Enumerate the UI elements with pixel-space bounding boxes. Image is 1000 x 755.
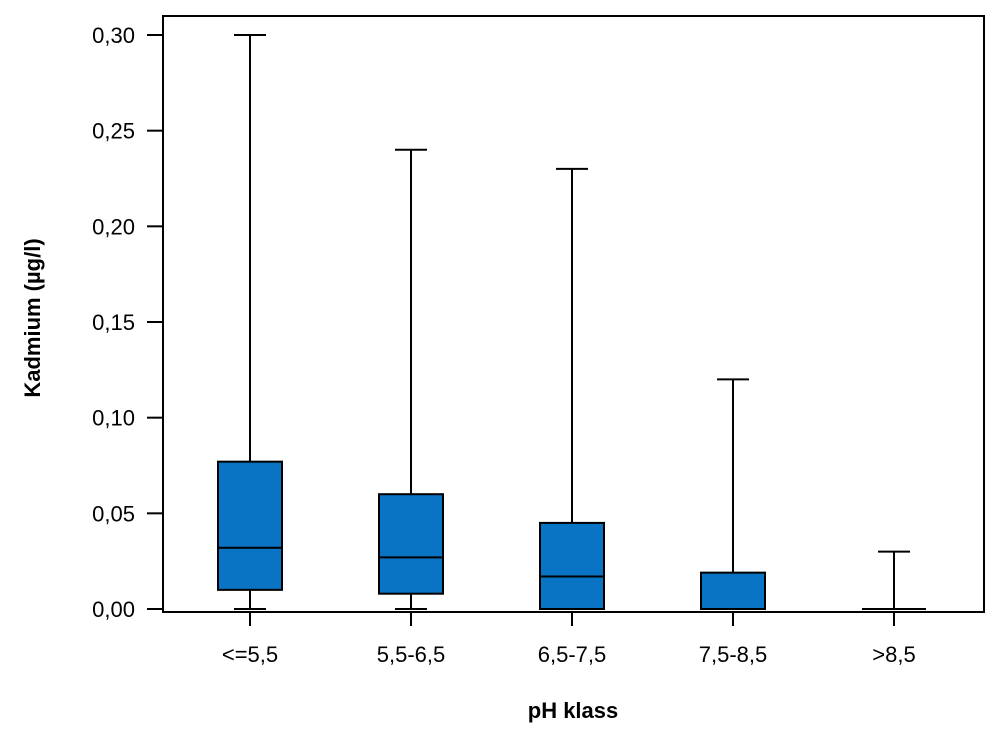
iqr-box: [378, 493, 444, 595]
x-tick-label: <=5,5: [222, 642, 278, 667]
y-axis-title: Kadmium (µg/l): [20, 238, 45, 397]
y-tick-label: 0,15: [92, 310, 135, 335]
x-tick-label: 5,5-6,5: [377, 642, 446, 667]
box-3: [539, 167, 605, 611]
y-tick-label: 0,10: [92, 406, 135, 431]
x-tick-label: 6,5-7,5: [538, 642, 607, 667]
y-tick-label: 0,25: [92, 119, 135, 144]
box-1: [217, 34, 283, 610]
plot-frame: [162, 15, 985, 613]
y-tick-label: 0,00: [92, 597, 135, 622]
box-2: [378, 148, 444, 610]
y-tick-label: 0,30: [92, 23, 135, 48]
y-axis: 0,00 0,05 0,10 0,15 0,20 0,25 0,30: [92, 23, 163, 622]
x-axis: <=5,5 5,5-6,5 6,5-7,5 7,5-8,5 >8,5: [222, 612, 916, 667]
x-axis-title: pH klass: [528, 698, 619, 723]
x-tick-label: >8,5: [872, 642, 915, 667]
box-4: [700, 378, 766, 610]
box-series: [217, 34, 926, 611]
iqr-box: [700, 571, 766, 610]
iqr-box: [217, 460, 283, 591]
box-5: [862, 550, 926, 610]
x-tick-label: 7,5-8,5: [699, 642, 768, 667]
iqr-box: [539, 521, 605, 611]
y-tick-label: 0,05: [92, 501, 135, 526]
y-tick-label: 0,20: [92, 214, 135, 239]
